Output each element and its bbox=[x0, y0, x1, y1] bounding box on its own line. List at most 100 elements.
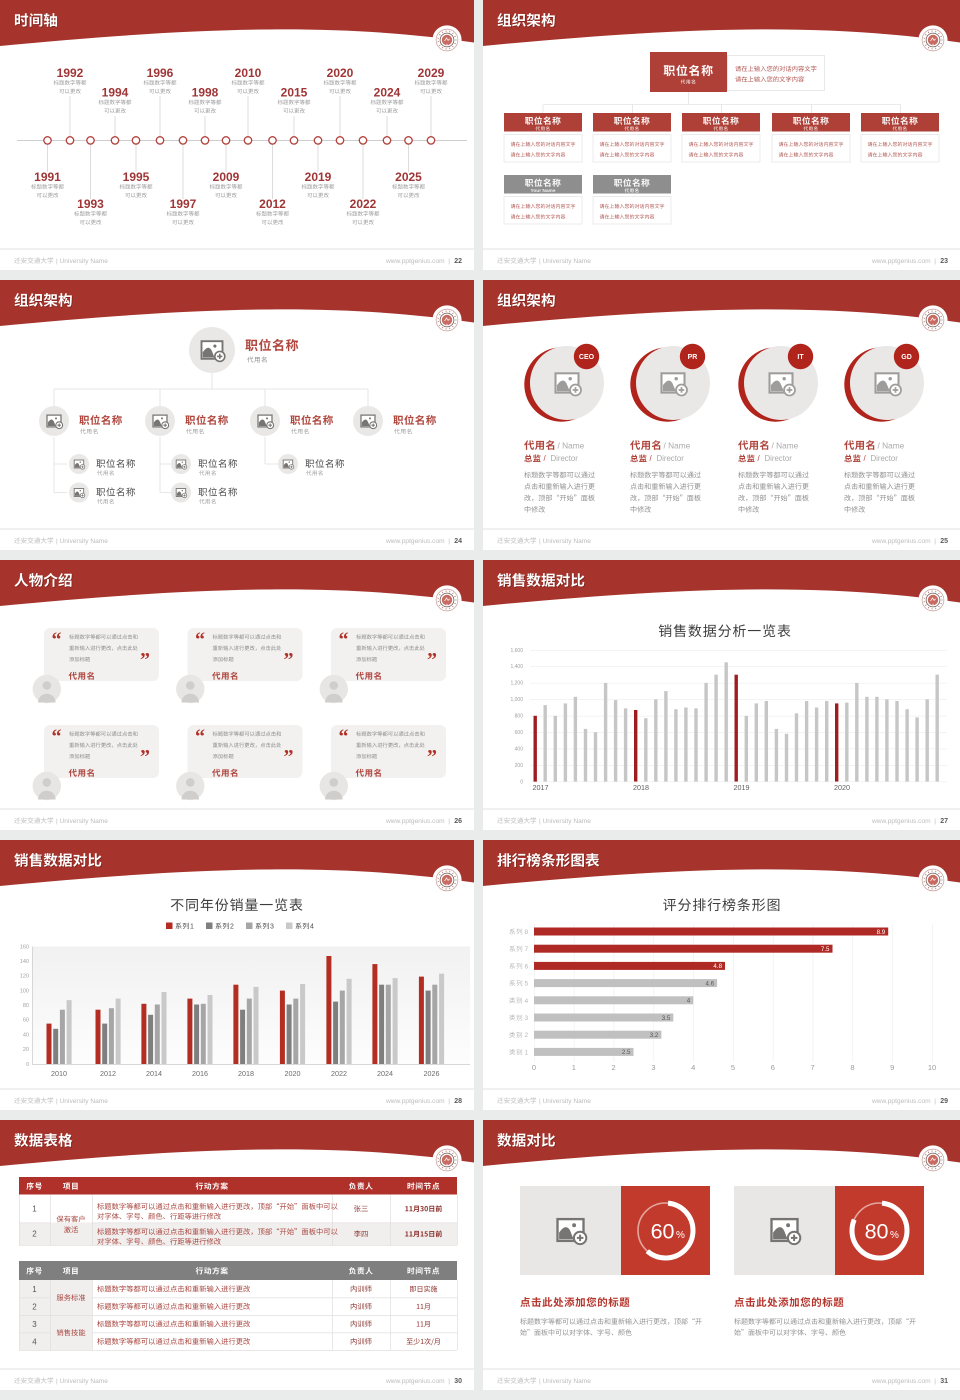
svg-text:www.pptgenius.com |: www.pptgenius.com | bbox=[385, 1098, 450, 1105]
svg-text:“: “ bbox=[195, 726, 205, 748]
svg-text:2014: 2014 bbox=[146, 1069, 162, 1078]
svg-text:2015: 2015 bbox=[281, 86, 308, 100]
svg-text:200: 200 bbox=[515, 763, 524, 769]
svg-text:1: 1 bbox=[190, 924, 194, 931]
svg-text:www.pptgenius.com |: www.pptgenius.com | bbox=[385, 818, 450, 825]
svg-text:/ Name: / Name bbox=[772, 441, 799, 451]
svg-text:3: 3 bbox=[32, 1320, 37, 1329]
svg-text:1996: 1996 bbox=[147, 66, 174, 80]
svg-text:2024: 2024 bbox=[377, 1069, 393, 1078]
svg-text:2.5: 2.5 bbox=[622, 1049, 631, 1056]
svg-text:2017: 2017 bbox=[533, 783, 549, 792]
svg-text:3: 3 bbox=[525, 1015, 529, 1022]
svg-text:8: 8 bbox=[850, 1063, 854, 1072]
svg-text:| University Name: | University Name bbox=[539, 1378, 591, 1385]
svg-text:2: 2 bbox=[612, 1063, 616, 1072]
svg-text:/ Name: / Name bbox=[878, 441, 905, 451]
svg-text:1: 1 bbox=[572, 1063, 576, 1072]
svg-text:4.8: 4.8 bbox=[713, 963, 722, 970]
svg-text:| University Name: | University Name bbox=[56, 258, 108, 265]
svg-text:/: / bbox=[650, 454, 653, 463]
svg-text:“: “ bbox=[339, 629, 349, 651]
svg-text:1995: 1995 bbox=[123, 170, 150, 184]
svg-text:0: 0 bbox=[26, 1062, 29, 1068]
svg-text:Director: Director bbox=[551, 454, 579, 463]
svg-text:160: 160 bbox=[20, 944, 29, 950]
svg-text:2016: 2016 bbox=[192, 1069, 208, 1078]
svg-text:www.pptgenius.com |: www.pptgenius.com | bbox=[871, 1378, 936, 1385]
svg-text:2: 2 bbox=[525, 1032, 529, 1039]
svg-text:60: 60 bbox=[23, 1018, 29, 1024]
svg-text:“: “ bbox=[52, 629, 62, 651]
svg-text:800: 800 bbox=[515, 714, 524, 720]
svg-text:2: 2 bbox=[32, 1230, 37, 1239]
svg-text:60: 60 bbox=[651, 1220, 675, 1244]
svg-text:25: 25 bbox=[940, 538, 948, 545]
svg-text:1993: 1993 bbox=[77, 197, 104, 211]
svg-text:4: 4 bbox=[32, 1337, 37, 1346]
svg-text:| University Name: | University Name bbox=[539, 538, 591, 545]
svg-text:www.pptgenius.com |: www.pptgenius.com | bbox=[871, 258, 936, 265]
svg-text:6: 6 bbox=[525, 963, 529, 970]
svg-text:2020: 2020 bbox=[285, 1069, 301, 1078]
svg-text:”: ” bbox=[140, 649, 150, 671]
svg-text:1997: 1997 bbox=[170, 197, 197, 211]
svg-text:“: “ bbox=[195, 629, 205, 651]
svg-text:Director: Director bbox=[871, 454, 899, 463]
svg-text:4.6: 4.6 bbox=[705, 980, 714, 987]
svg-text:30: 30 bbox=[454, 1378, 462, 1385]
svg-text:5: 5 bbox=[731, 1063, 735, 1072]
svg-text:3.5: 3.5 bbox=[662, 1015, 671, 1022]
svg-text:1,600: 1,600 bbox=[510, 648, 523, 654]
svg-text:8.9: 8.9 bbox=[877, 929, 886, 936]
svg-text:4: 4 bbox=[525, 998, 529, 1005]
svg-text:29: 29 bbox=[940, 1098, 948, 1105]
svg-text:1: 1 bbox=[525, 1049, 529, 1056]
svg-text:1994: 1994 bbox=[102, 86, 129, 100]
svg-text:2025: 2025 bbox=[395, 170, 422, 184]
svg-text:2012: 2012 bbox=[100, 1069, 116, 1078]
svg-text:/ Name: / Name bbox=[664, 441, 691, 451]
svg-text:”: ” bbox=[427, 649, 437, 671]
svg-text:1,000: 1,000 bbox=[510, 697, 523, 703]
svg-text:0: 0 bbox=[532, 1063, 536, 1072]
svg-text:100: 100 bbox=[20, 988, 29, 994]
svg-text:| University Name: | University Name bbox=[539, 818, 591, 825]
svg-text:2: 2 bbox=[32, 1302, 37, 1311]
svg-text:www.pptgenius.com |: www.pptgenius.com | bbox=[385, 1378, 450, 1385]
svg-text:80: 80 bbox=[23, 1003, 29, 1009]
svg-text:400: 400 bbox=[515, 746, 524, 752]
svg-text:27: 27 bbox=[940, 818, 948, 825]
svg-text:2009: 2009 bbox=[213, 170, 240, 184]
svg-text:2029: 2029 bbox=[418, 66, 445, 80]
svg-text:9: 9 bbox=[890, 1063, 894, 1072]
svg-text:0: 0 bbox=[520, 779, 523, 785]
svg-text:1998: 1998 bbox=[192, 86, 219, 100]
svg-text:| University Name: | University Name bbox=[56, 818, 108, 825]
svg-text:20: 20 bbox=[23, 1047, 29, 1053]
svg-text:”: ” bbox=[427, 746, 437, 768]
svg-text:2024: 2024 bbox=[374, 86, 401, 100]
svg-text:24: 24 bbox=[454, 538, 462, 545]
svg-text:8: 8 bbox=[525, 929, 529, 936]
svg-text:| University Name: | University Name bbox=[56, 1098, 108, 1105]
svg-text:2020: 2020 bbox=[327, 66, 354, 80]
svg-text:3: 3 bbox=[270, 924, 274, 931]
svg-text:www.pptgenius.com |: www.pptgenius.com | bbox=[385, 258, 450, 265]
svg-text:1,200: 1,200 bbox=[510, 681, 523, 687]
svg-text:Director: Director bbox=[765, 454, 793, 463]
svg-text:PR: PR bbox=[688, 354, 698, 361]
svg-text:23: 23 bbox=[940, 258, 948, 265]
svg-text:600: 600 bbox=[515, 730, 524, 736]
svg-text:4: 4 bbox=[691, 1063, 695, 1072]
svg-text:www.pptgenius.com |: www.pptgenius.com | bbox=[871, 1098, 936, 1105]
svg-text:80: 80 bbox=[865, 1220, 889, 1244]
svg-text:Director: Director bbox=[657, 454, 685, 463]
svg-text:1: 1 bbox=[32, 1205, 37, 1214]
svg-text:/: / bbox=[864, 454, 867, 463]
svg-text:5: 5 bbox=[525, 981, 529, 988]
svg-text:26: 26 bbox=[454, 818, 462, 825]
svg-text:4: 4 bbox=[310, 924, 314, 931]
svg-text:1991: 1991 bbox=[34, 170, 61, 184]
svg-text:120: 120 bbox=[20, 974, 29, 980]
